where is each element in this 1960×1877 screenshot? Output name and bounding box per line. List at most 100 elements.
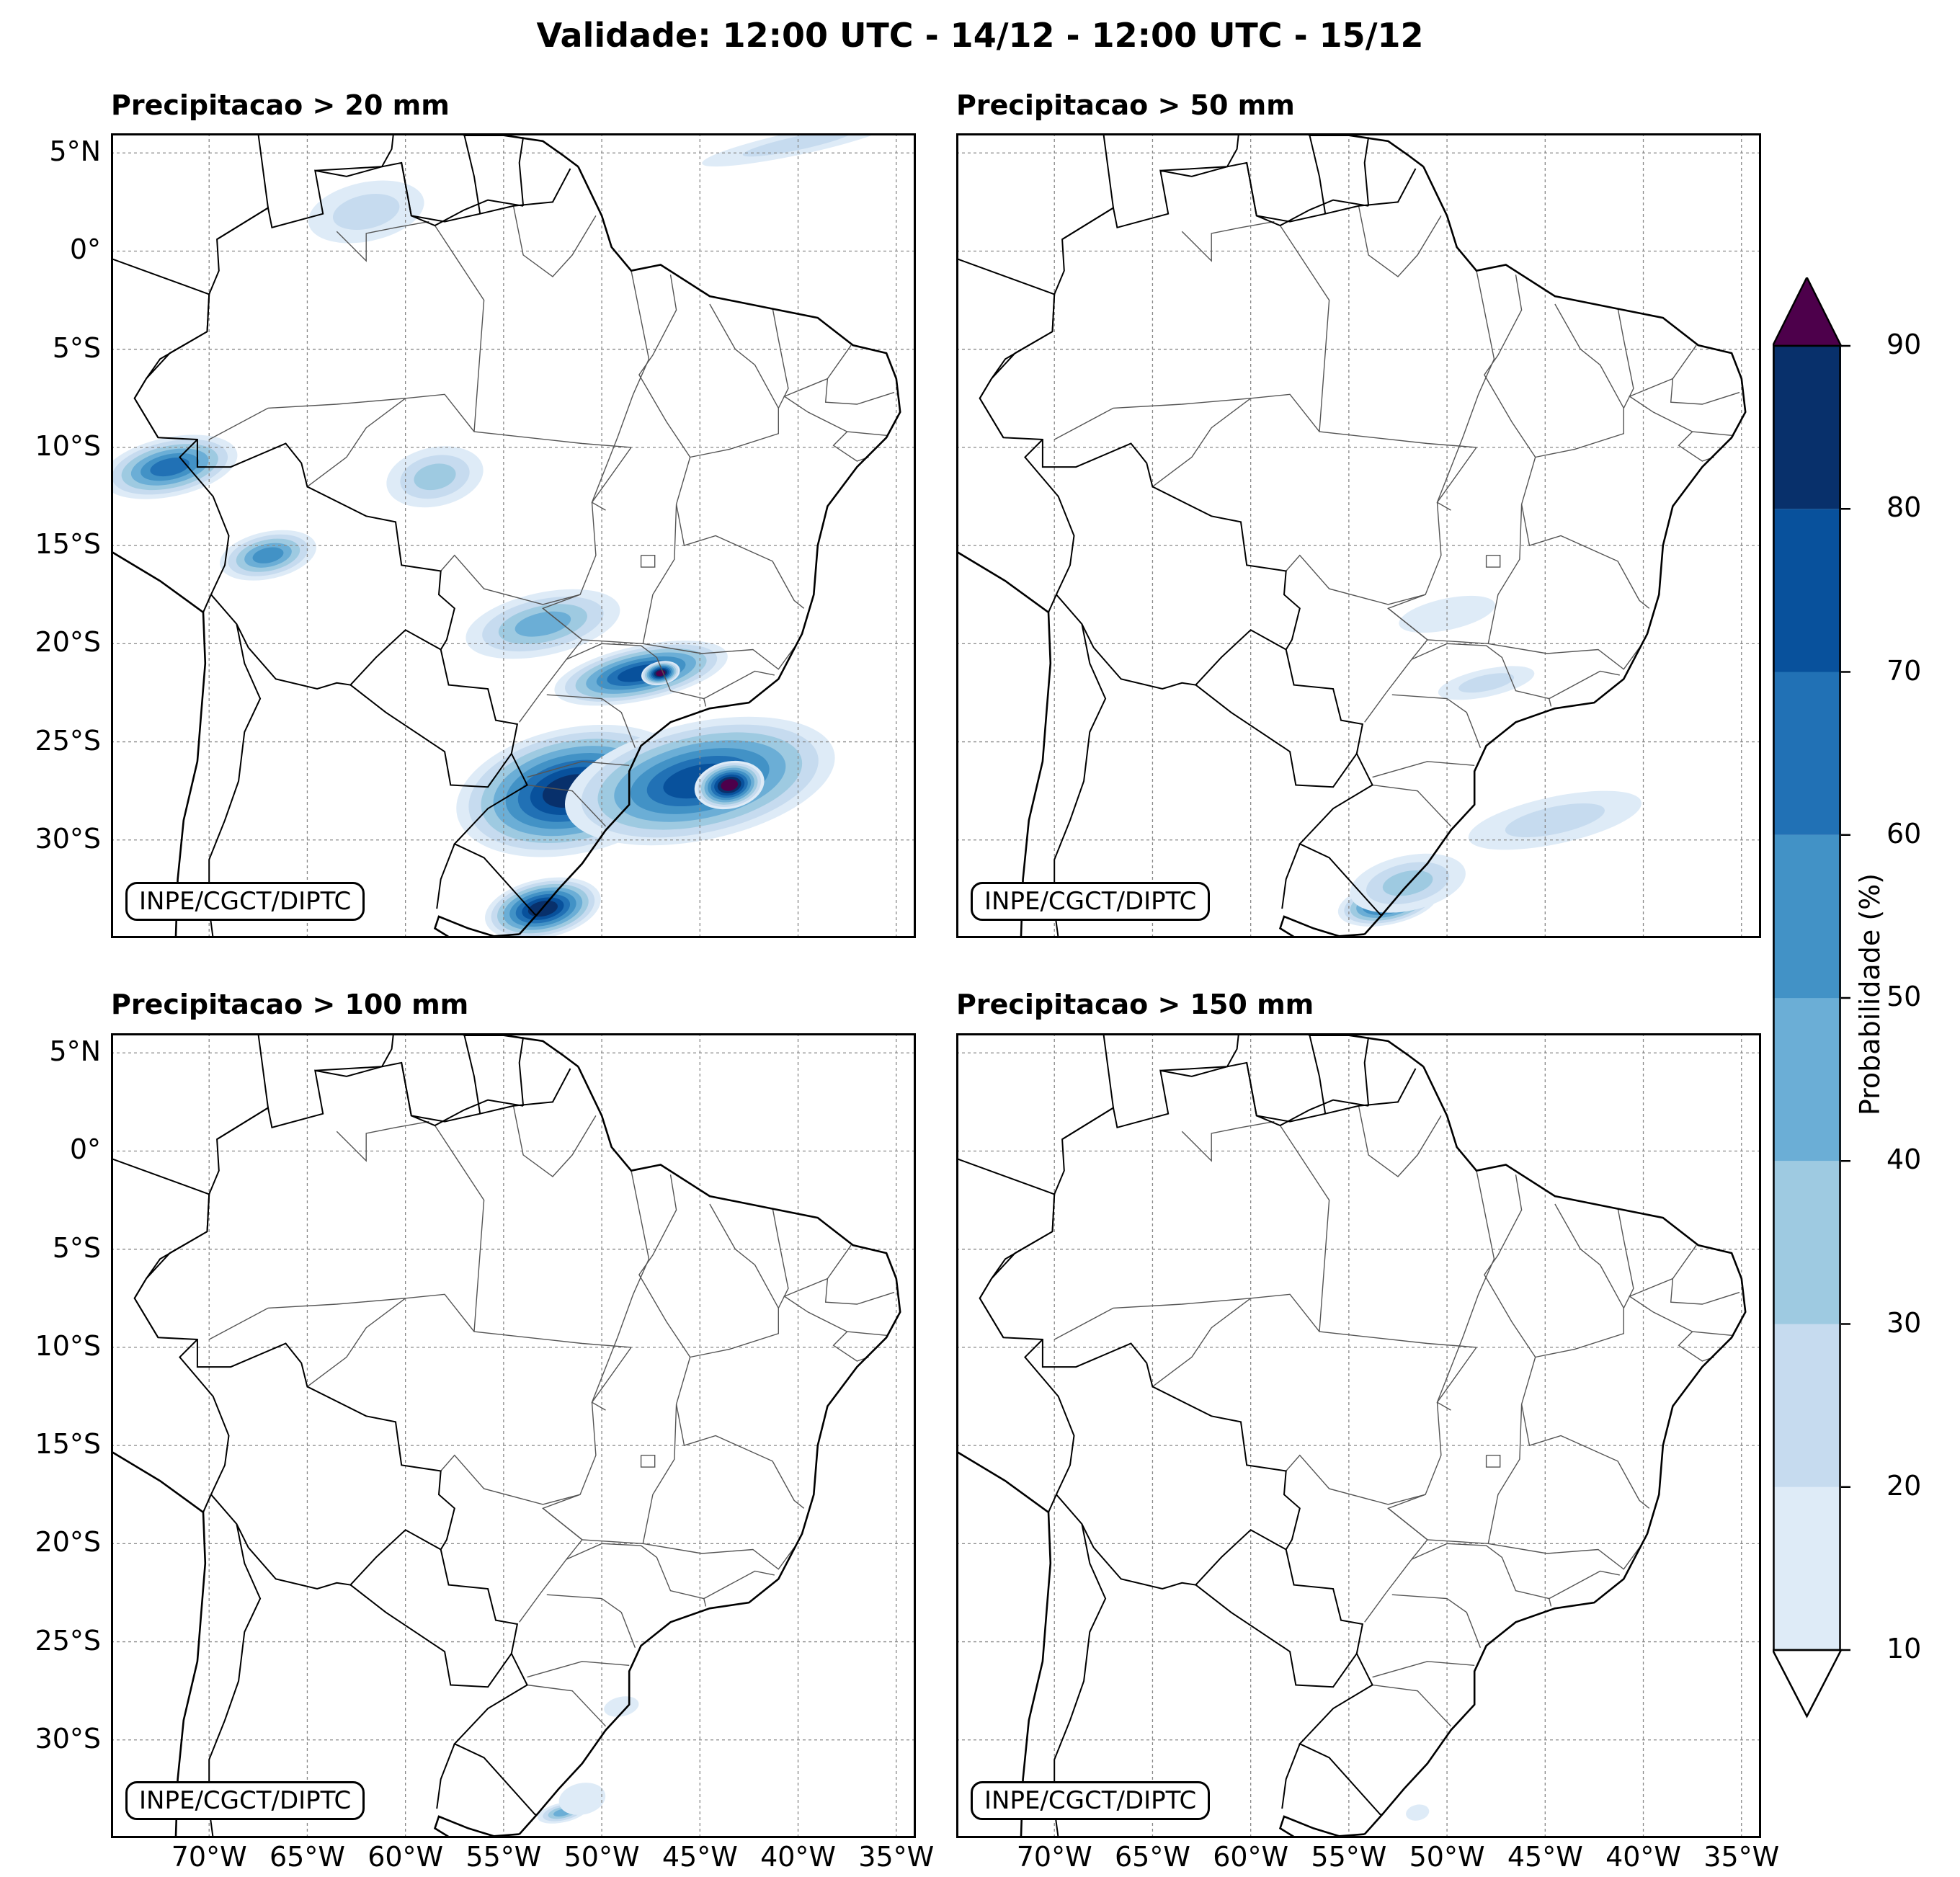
country-border: [1363, 137, 1370, 206]
country-border: [436, 1743, 455, 1809]
map-frame: [111, 133, 916, 938]
state-border: [640, 555, 656, 568]
coastline: [1278, 1815, 1365, 1838]
coastline: [518, 166, 901, 935]
country-border: [349, 684, 512, 788]
country-border: [401, 162, 524, 227]
state-border: [1054, 393, 1477, 448]
brazil-border: [979, 1061, 1417, 1816]
probability-contour: [252, 547, 284, 563]
country-border: [979, 1278, 1004, 1338]
country-border: [1081, 623, 1287, 690]
state-border: [1520, 504, 1650, 609]
colorbar-tick-label: 70: [1886, 654, 1922, 687]
lon-tick-label: 65°W: [269, 1841, 345, 1873]
country-borders: [111, 1033, 571, 1838]
gridlines: [111, 133, 916, 938]
lon-tick-label: 70°W: [171, 1841, 247, 1873]
state-borders: [208, 205, 895, 827]
state-border: [824, 1244, 895, 1305]
state-border: [675, 1404, 805, 1509]
country-border: [1081, 1523, 1287, 1590]
state-border: [1372, 761, 1475, 778]
lat-tick-label: 30°S: [35, 1722, 101, 1755]
colorbar-over-arrow: [1773, 277, 1843, 347]
credit-label: INPE/CGCT/DIPTC: [125, 1781, 365, 1820]
country-border: [956, 257, 1056, 380]
country-border: [1160, 133, 1240, 171]
state-border: [208, 393, 632, 448]
brazil-border: [133, 1061, 571, 1816]
lon-tick-label: 55°W: [1311, 1841, 1387, 1873]
lon-tick-label: 40°W: [760, 1841, 836, 1873]
colorbar-tick-label: 80: [1886, 491, 1922, 524]
country-border: [111, 1157, 210, 1280]
state-border: [703, 1570, 775, 1600]
lat-tick-label: 15°S: [35, 528, 101, 561]
colorbar-bin: [1773, 1486, 1841, 1651]
state-border: [1391, 1594, 1482, 1648]
state-border: [643, 643, 795, 670]
country-border: [315, 133, 395, 171]
figure-title: Validade: 12:00 UTC - 14/12 - 12:00 UTC …: [536, 16, 1424, 55]
state-border: [336, 220, 429, 262]
state-border: [1520, 1404, 1650, 1509]
lon-tick-label: 50°W: [564, 1841, 640, 1873]
colorbar-frame: [1773, 344, 1841, 1651]
country-border: [133, 1278, 159, 1338]
state-border: [1617, 1208, 1634, 1308]
country-border: [315, 1033, 395, 1071]
colorbar-bin: [1773, 672, 1841, 835]
state-border: [1286, 554, 1426, 605]
gridlines: [956, 133, 1761, 938]
state-border: [1279, 1125, 1330, 1332]
country-borders: [956, 1033, 1417, 1838]
probability-contour: [742, 133, 854, 157]
probability-contour: [1382, 870, 1433, 896]
state-border: [519, 1507, 583, 1623]
state-border: [1485, 1455, 1501, 1468]
state-border: [1617, 308, 1634, 409]
colorbar: [1773, 277, 1850, 1718]
state-border: [546, 1594, 636, 1648]
colorbar-under-arrow: [1773, 1649, 1843, 1718]
state-border: [512, 205, 597, 277]
probability-field: [1337, 595, 1642, 927]
state-border: [208, 1293, 632, 1348]
state-border: [783, 1278, 888, 1337]
country-border: [956, 1157, 1056, 1280]
country-border: [1246, 1062, 1369, 1127]
lon-tick-label: 60°W: [368, 1841, 444, 1873]
map-panel-20mm: [111, 133, 916, 938]
coastline: [518, 1066, 901, 1835]
lon-tick-label: 65°W: [1114, 1841, 1190, 1873]
coastline: [1363, 1066, 1747, 1835]
credit-label: INPE/CGCT/DIPTC: [971, 1781, 1211, 1820]
state-border: [440, 554, 581, 605]
probability-contour: [514, 611, 571, 637]
map-background: [956, 1033, 1761, 1838]
country-border: [1281, 1743, 1301, 1809]
map-background: [111, 1033, 916, 1838]
state-border: [703, 670, 775, 700]
country-border: [1195, 684, 1358, 788]
coastline: [111, 1450, 207, 1838]
country-border: [236, 623, 442, 690]
state-borders: [1054, 205, 1740, 827]
lon-tick-label: 70°W: [1016, 1841, 1092, 1873]
lat-tick-label: 5°N: [49, 1035, 101, 1068]
state-border: [1670, 1244, 1740, 1305]
country-border: [518, 137, 525, 206]
lon-tick-label: 45°W: [662, 1841, 738, 1873]
country-border: [979, 378, 1004, 438]
country-borders: [956, 133, 1417, 938]
state-border: [772, 308, 789, 409]
state-border: [306, 398, 406, 487]
state-border: [1484, 1174, 1536, 1405]
state-border: [1411, 1543, 1552, 1607]
state-border: [1391, 694, 1482, 748]
lon-tick-label: 55°W: [466, 1841, 542, 1873]
state-border: [1358, 205, 1442, 277]
state-border: [1152, 398, 1252, 487]
country-border: [349, 1584, 512, 1688]
